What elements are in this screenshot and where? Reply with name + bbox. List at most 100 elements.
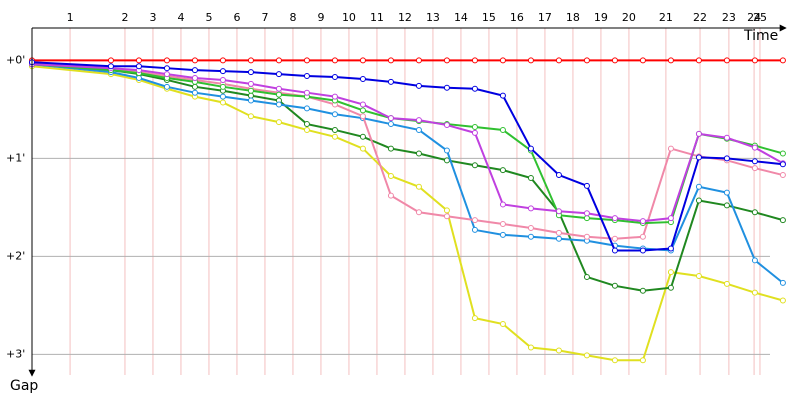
point xyxy=(583,57,590,64)
x-tick-label: 4 xyxy=(177,11,184,24)
point xyxy=(695,197,702,204)
point xyxy=(359,145,366,152)
point xyxy=(751,289,758,296)
point xyxy=(359,113,366,120)
point xyxy=(471,217,478,224)
point xyxy=(331,74,338,81)
point xyxy=(303,89,310,96)
point xyxy=(471,129,478,136)
point xyxy=(723,57,730,64)
point xyxy=(583,215,590,222)
point xyxy=(387,57,394,64)
point xyxy=(303,121,310,128)
point xyxy=(723,134,730,141)
point xyxy=(527,145,534,152)
x-tick-label: 11 xyxy=(370,11,384,24)
point xyxy=(527,344,534,351)
point xyxy=(639,247,646,254)
point xyxy=(611,215,618,222)
y-tick-label: +0' xyxy=(6,53,25,66)
point xyxy=(639,287,646,294)
point xyxy=(555,57,562,64)
point xyxy=(695,57,702,64)
point xyxy=(275,91,282,98)
x-tick-label: 14 xyxy=(454,11,468,24)
point xyxy=(191,89,198,96)
point xyxy=(499,126,506,133)
point xyxy=(751,57,758,64)
point xyxy=(527,224,534,231)
point xyxy=(219,68,226,75)
point xyxy=(555,208,562,215)
x-tick-label: 5 xyxy=(205,11,212,24)
point xyxy=(247,57,254,64)
point xyxy=(779,279,786,286)
point xyxy=(303,126,310,133)
point xyxy=(751,158,758,165)
point xyxy=(303,105,310,112)
point xyxy=(471,85,478,92)
point xyxy=(499,231,506,238)
x-tick-label: 24 xyxy=(747,11,761,24)
point xyxy=(527,205,534,212)
point xyxy=(751,165,758,172)
point xyxy=(471,315,478,322)
series-line xyxy=(31,61,784,240)
x-tick-label: 1 xyxy=(67,11,74,24)
point xyxy=(527,174,534,181)
point xyxy=(611,247,618,254)
point xyxy=(331,111,338,118)
point xyxy=(751,257,758,264)
point xyxy=(135,57,142,64)
point xyxy=(499,92,506,99)
point xyxy=(443,147,450,154)
y-tick-label: +2' xyxy=(6,249,25,262)
point xyxy=(583,210,590,217)
point xyxy=(723,155,730,162)
point xyxy=(107,57,114,64)
point xyxy=(387,121,394,128)
series-line xyxy=(31,63,784,292)
x-tick-label: 22 xyxy=(693,11,707,24)
point xyxy=(583,182,590,189)
point xyxy=(639,218,646,225)
x-tick-label: 3 xyxy=(149,11,156,24)
point xyxy=(779,150,786,157)
point xyxy=(359,75,366,82)
point xyxy=(247,92,254,99)
x-tick-label: 15 xyxy=(482,11,496,24)
point xyxy=(163,83,170,90)
point xyxy=(695,272,702,279)
point xyxy=(219,93,226,100)
point xyxy=(275,85,282,92)
point xyxy=(359,101,366,108)
point xyxy=(387,192,394,199)
point xyxy=(219,57,226,64)
point xyxy=(499,57,506,64)
point xyxy=(415,150,422,157)
x-tick-label: 17 xyxy=(538,11,552,24)
y-axis-label: Gap xyxy=(10,378,38,394)
point xyxy=(527,57,534,64)
point xyxy=(359,107,366,114)
point xyxy=(667,284,674,291)
x-tick-label: 18 xyxy=(566,11,580,24)
point xyxy=(639,357,646,364)
point xyxy=(583,273,590,280)
point xyxy=(247,80,254,87)
x-tick-label: 25 xyxy=(753,11,767,24)
series-line xyxy=(31,63,784,223)
point xyxy=(331,133,338,140)
point xyxy=(667,245,674,252)
point xyxy=(471,226,478,233)
point xyxy=(415,209,422,216)
point xyxy=(191,74,198,81)
point xyxy=(107,63,114,70)
point xyxy=(415,82,422,89)
point xyxy=(219,99,226,106)
point xyxy=(667,57,674,64)
point xyxy=(219,83,226,90)
point xyxy=(275,119,282,126)
point xyxy=(499,321,506,328)
point xyxy=(471,162,478,169)
